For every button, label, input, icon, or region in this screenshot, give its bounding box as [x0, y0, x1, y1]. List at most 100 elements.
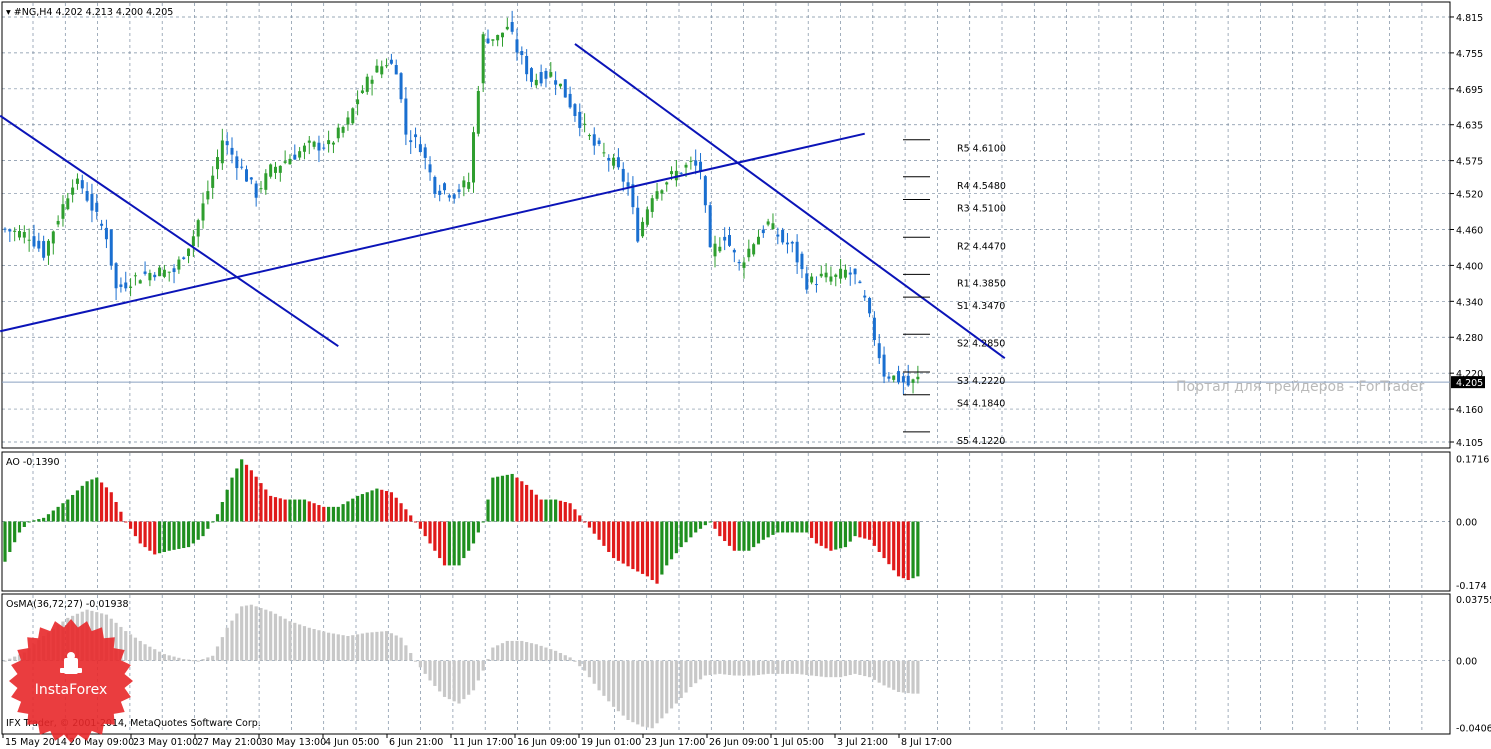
ao-bar: [640, 521, 645, 574]
watermark: Портал для трейдеров - ForTrader: [1176, 379, 1425, 395]
ao-bar: [901, 521, 905, 579]
candle-body: [447, 195, 451, 198]
ao-bar: [230, 477, 234, 522]
ao-bar: [235, 468, 239, 522]
ao-bar: [327, 506, 331, 522]
osma-bar: [660, 660, 664, 719]
ao-bar: [37, 519, 41, 522]
trendlines[interactable]: [0, 43, 1006, 360]
price-candles[interactable]: [3, 10, 920, 395]
price-tick-label: 4.105: [1456, 438, 1483, 449]
osma-bar: [838, 660, 843, 678]
candle-body: [887, 376, 891, 379]
ao-bar: [742, 521, 746, 551]
ao-bar: [75, 490, 80, 522]
candle-body: [472, 132, 476, 183]
osma-bar: [346, 636, 350, 661]
ao-bar: [56, 506, 60, 522]
ao-bar: [307, 501, 311, 522]
price-tick-label: 4.815: [1456, 13, 1483, 24]
candle-body: [515, 39, 519, 53]
ao-bar: [694, 521, 698, 533]
candle-body: [525, 55, 529, 75]
candle-body: [71, 187, 75, 195]
ao-bar: [534, 494, 538, 522]
candle-body: [341, 126, 345, 133]
candle-body: [906, 375, 910, 386]
ao-bar: [114, 501, 118, 522]
time-tick-label: 23 May 01:00: [133, 737, 198, 748]
ao-bar: [669, 521, 674, 560]
candle-body: [916, 376, 920, 380]
candle-body: [699, 161, 703, 171]
ao-bar: [814, 521, 819, 544]
candle-body: [520, 51, 524, 56]
ao-bar: [877, 521, 881, 552]
osma-bar: [805, 660, 809, 675]
candle-body: [694, 160, 698, 166]
candle-body: [404, 98, 408, 135]
osma-bar: [505, 640, 509, 661]
candle-body: [322, 147, 326, 149]
time-tick-label: 23 Jun 17:00: [645, 737, 705, 748]
copyright: IFX Trader, © 2001-2014, MetaQuotes Soft…: [6, 718, 261, 729]
ao-bar: [172, 521, 176, 550]
osma-bar: [916, 660, 920, 694]
ao-bar: [259, 483, 263, 522]
candle-body: [795, 241, 799, 263]
osma-bar: [191, 660, 195, 662]
ao-bar: [515, 477, 519, 522]
trendline-1: [0, 114, 339, 348]
candle-body: [389, 59, 393, 64]
osma-bar: [621, 660, 625, 716]
ao-bar: [645, 521, 649, 577]
candle-body: [148, 272, 152, 281]
time-tick-label: 8 Jul 17:00: [901, 737, 952, 748]
candle-body: [872, 317, 876, 341]
ao-bar: [650, 521, 654, 581]
ao-bar: [607, 521, 611, 552]
ao-bar: [423, 521, 427, 537]
candle-body: [568, 93, 572, 108]
ao-bar: [805, 521, 809, 533]
ao-histogram: [3, 459, 920, 584]
ao-bar: [752, 521, 756, 548]
osma-bar: [341, 635, 345, 661]
osma-bar: [365, 632, 369, 661]
osma-bar: [433, 660, 437, 686]
candle-body: [713, 243, 717, 257]
candle-body: [771, 223, 775, 229]
ao-bar: [167, 521, 171, 551]
candle-body: [375, 65, 379, 73]
ao-bar: [843, 521, 848, 548]
osma-bar: [665, 660, 669, 714]
osma-bar: [819, 660, 823, 677]
ao-bar: [756, 521, 761, 544]
candle-body: [684, 164, 688, 168]
ao-bar: [162, 521, 166, 552]
osma-bar: [186, 659, 191, 661]
candle-body: [824, 272, 828, 278]
osma-bar: [442, 660, 447, 697]
osma-tick-label: 0.03755: [1456, 595, 1491, 606]
candle-body: [544, 70, 548, 79]
osma-bar: [336, 634, 340, 661]
ao-bar: [389, 492, 393, 522]
osma-bar: [737, 660, 741, 676]
candle-body: [587, 135, 591, 137]
ao-bar: [621, 521, 625, 564]
osma-bar: [887, 660, 891, 688]
ao-bar: [684, 521, 688, 543]
osma-bar: [143, 644, 147, 661]
osma-bar: [742, 660, 746, 676]
candle-body: [621, 168, 625, 182]
candle-body: [892, 375, 896, 380]
candle-body: [829, 276, 833, 282]
candle-body: [133, 275, 137, 277]
osma-bar: [438, 660, 442, 692]
ao-bar: [838, 521, 843, 549]
osma-bar: [496, 645, 500, 661]
candle-body: [810, 276, 814, 283]
ao-bar: [626, 521, 630, 567]
